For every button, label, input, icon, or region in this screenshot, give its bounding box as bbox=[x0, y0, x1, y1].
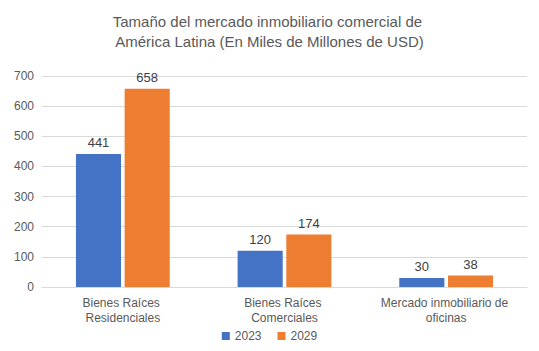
svg-text:Residenciales: Residenciales bbox=[85, 311, 160, 325]
svg-text:0: 0 bbox=[27, 280, 34, 294]
svg-text:400: 400 bbox=[14, 159, 34, 173]
svg-text:2023: 2023 bbox=[235, 329, 262, 343]
svg-text:658: 658 bbox=[136, 70, 158, 85]
svg-text:500: 500 bbox=[14, 129, 34, 143]
svg-text:441: 441 bbox=[88, 135, 110, 150]
svg-text:100: 100 bbox=[14, 250, 34, 264]
svg-text:600: 600 bbox=[14, 99, 34, 113]
svg-text:Tamaño del mercado inmobiliari: Tamaño del mercado inmobiliario comercia… bbox=[113, 13, 426, 30]
svg-text:700: 700 bbox=[14, 69, 34, 83]
svg-text:200: 200 bbox=[14, 220, 34, 234]
svg-text:120: 120 bbox=[249, 232, 271, 247]
svg-text:174: 174 bbox=[298, 216, 320, 231]
svg-text:30: 30 bbox=[415, 259, 429, 274]
svg-text:300: 300 bbox=[14, 190, 34, 204]
svg-text:Bienes Raíces: Bienes Raíces bbox=[82, 296, 163, 310]
svg-text:Bienes Raíces: Bienes Raíces bbox=[244, 296, 325, 310]
svg-text:Mercado inmobiliario de: Mercado inmobiliario de bbox=[381, 296, 512, 310]
svg-text:2029: 2029 bbox=[291, 329, 318, 343]
svg-text:América Latina (En Miles de Mi: América Latina (En Miles de Millones de … bbox=[115, 33, 423, 50]
svg-text:38: 38 bbox=[463, 257, 477, 272]
svg-text:oficinas: oficinas bbox=[426, 311, 467, 325]
svg-text:Comerciales: Comerciales bbox=[251, 311, 318, 325]
